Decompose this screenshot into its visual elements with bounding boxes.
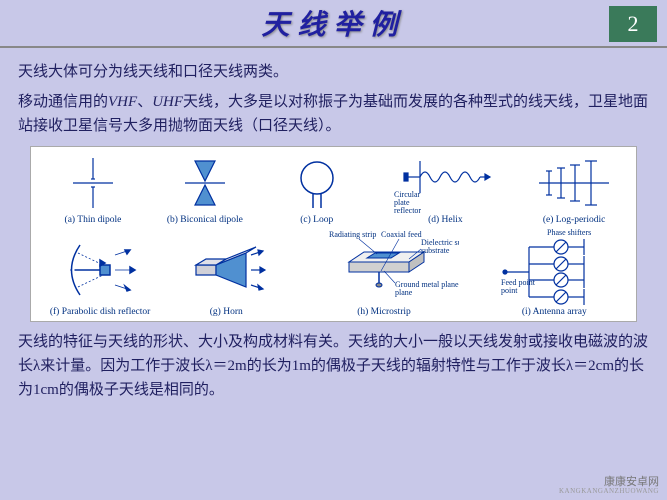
fig-d-label: (d) Helix xyxy=(373,215,518,225)
svg-text:point: point xyxy=(501,286,518,295)
paragraph-3: 天线的特征与天线的形状、大小及构成材料有关。天线的大小一般以天线发射或接收电磁波… xyxy=(18,330,649,402)
para2-vhf: VHF xyxy=(108,94,137,110)
fig-c-label: (c) Loop xyxy=(261,215,373,225)
para2-text-a: 移动通信用的 xyxy=(18,94,108,110)
fig-d: Circular plate reflector (d) Helix xyxy=(373,153,518,225)
fig-i: Phase shifters Feed point point (i) Ante… xyxy=(479,227,630,317)
fig-i-label: (i) Antenna array xyxy=(479,307,630,317)
svg-text:substrate: substrate xyxy=(421,246,450,255)
fig-f-label: (f) Parabolic dish reflector xyxy=(37,307,163,317)
fig-b: (b) Biconical dipole xyxy=(149,153,261,225)
fig-b-label: (b) Biconical dipole xyxy=(149,215,261,225)
fig-h-label: (h) Microstrip xyxy=(289,307,478,317)
watermark-sub: KANGKANGANZHUOWANG xyxy=(559,488,659,496)
watermark: 康康安卓网 KANGKANGANZHUOWANG xyxy=(559,476,659,496)
title-bar: 天线举例 2 xyxy=(0,0,667,48)
page-title: 天线举例 xyxy=(261,3,405,43)
fig-e: (e) Log-periodic xyxy=(518,153,630,225)
fig-h-annot1: Radiating strip xyxy=(329,230,376,239)
fig-a: (a) Thin dipole xyxy=(37,153,149,225)
figure-row-2: (f) Parabolic dish reflector (g) Horn xyxy=(37,227,630,317)
paragraph-1: 天线大体可分为线天线和口径天线两类。 xyxy=(18,60,649,84)
fig-g-label: (g) Horn xyxy=(163,307,289,317)
fig-i-annot1: Phase shifters xyxy=(547,228,591,237)
para2-sep: 、 xyxy=(137,94,152,110)
page-number-badge: 2 xyxy=(609,6,657,42)
para2-uhf: UHF xyxy=(152,94,183,110)
figure-row-1: (a) Thin dipole (b) Biconical dipole xyxy=(37,153,630,225)
paragraph-2: 移动通信用的VHF、UHF天线，大多是以对称振子为基础而发展的各种型式的线天线，… xyxy=(18,90,649,138)
fig-g: (g) Horn xyxy=(163,235,289,317)
figure-box: (a) Thin dipole (b) Biconical dipole xyxy=(30,146,637,322)
content-area: 天线大体可分为线天线和口径天线两类。 移动通信用的VHF、UHF天线，大多是以对… xyxy=(0,48,667,402)
fig-f: (f) Parabolic dish reflector xyxy=(37,235,163,317)
fig-e-label: (e) Log-periodic xyxy=(518,215,630,225)
fig-h: Radiating strip Coaxial feed Dielectric … xyxy=(289,227,478,317)
svg-text:plane: plane xyxy=(395,288,413,297)
fig-h-annot2: Coaxial feed xyxy=(381,230,422,239)
fig-c: (c) Loop xyxy=(261,153,373,225)
fig-a-label: (a) Thin dipole xyxy=(37,215,149,225)
fig-d-annot3: reflector xyxy=(394,206,421,213)
